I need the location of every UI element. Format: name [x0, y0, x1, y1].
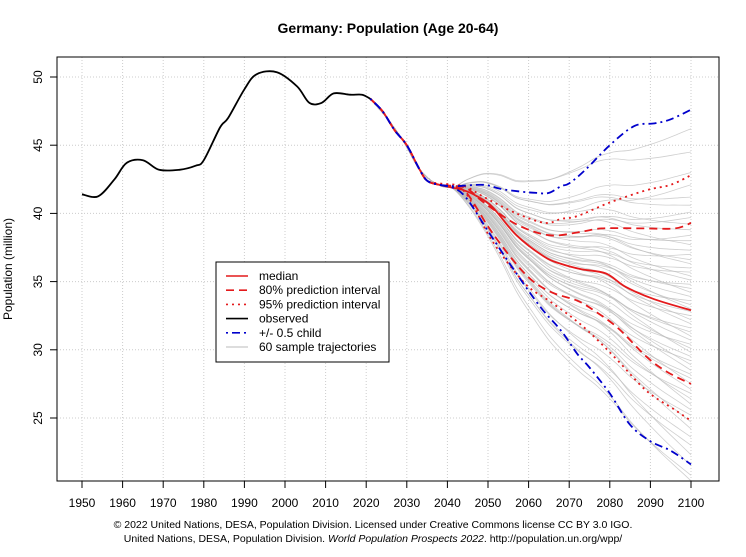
sample-trajectory-line	[369, 98, 692, 251]
legend-label: +/- 0.5 child	[259, 326, 321, 340]
footer-citation-suffix: . http://population.un.org/wpp/	[483, 533, 623, 545]
x-tick-label: 2020	[353, 496, 380, 510]
x-tick-label: 2000	[272, 496, 299, 510]
series-lines	[81, 70, 692, 466]
x-tick-label: 1960	[109, 496, 136, 510]
sample-trajectory-line	[369, 98, 692, 257]
y-tick-label: 40	[31, 206, 45, 220]
x-tick-label: 2100	[678, 496, 705, 510]
x-tick-label: 2040	[434, 496, 461, 510]
sample-trajectory-line	[369, 98, 692, 202]
sample-trajectory-line	[369, 98, 692, 281]
x-tick-label: 1990	[231, 496, 258, 510]
x-tick-label: 2070	[556, 496, 583, 510]
x-tick-label: 2050	[475, 496, 502, 510]
footer-citation: United Nations, DESA, Population Divisio…	[0, 532, 746, 546]
footer-citation-prefix: United Nations, DESA, Population Divisio…	[123, 533, 329, 545]
x-tick-label: 2060	[515, 496, 542, 510]
legend-label: 95% prediction interval	[259, 297, 380, 311]
y-tick-label: 35	[31, 275, 45, 289]
sample-trajectory-line	[369, 98, 692, 456]
plot-frame	[56, 56, 720, 482]
sample-trajectory-line	[369, 98, 692, 225]
x-tick-label: 1970	[150, 496, 177, 510]
legend-label: observed	[259, 312, 308, 326]
sample-trajectory-line	[369, 98, 692, 390]
sample-trajectory-line	[369, 98, 692, 481]
sample-trajectory-line	[369, 98, 692, 189]
x-tick-label: 2080	[596, 496, 623, 510]
sample-trajectory-line	[369, 98, 692, 189]
x-tick-label: 2030	[393, 496, 420, 510]
y-axis-label: Population (million)	[1, 218, 15, 320]
x-tick-label: 2090	[637, 496, 664, 510]
series-line-median	[369, 98, 692, 312]
y-tick-label: 25	[31, 411, 45, 425]
series-line-observed	[81, 70, 371, 199]
sample-trajectory-line	[369, 98, 692, 362]
sample-trajectory-line	[369, 98, 692, 225]
y-axis: 25 30 35 40 45 50	[31, 70, 57, 425]
sample-trajectory-line	[369, 98, 692, 277]
sample-trajectory-line	[369, 98, 692, 206]
y-tick-label: 45	[31, 138, 45, 152]
legend-label: 60 sample trajectories	[259, 340, 376, 354]
sample-trajectory-line	[369, 98, 692, 215]
y-tick-label: 30	[31, 343, 45, 357]
sample-trajectory-line	[369, 98, 692, 416]
x-axis: 1950 1960 1970 1980 1990 2000 2010 2020 2030 2040…	[69, 481, 705, 510]
sample-trajectory-line	[369, 98, 692, 226]
sample-trajectory-line	[369, 98, 692, 349]
legend-label: 80% prediction interval	[259, 283, 380, 297]
x-tick-label: 1950	[69, 496, 96, 510]
footer-copyright: © 2022 United Nations, DESA, Population …	[113, 519, 633, 531]
y-tick-label: 50	[31, 70, 45, 84]
chart-title: Germany: Population (Age 20-64)	[278, 20, 499, 36]
series-line--0-5-child-lower	[369, 98, 692, 466]
footer-citation-title: World Population Prospects 2022	[328, 533, 484, 545]
series-line-95-pi-upper	[369, 98, 692, 224]
x-tick-label: 1980	[190, 496, 217, 510]
legend-label: median	[259, 269, 298, 283]
series-line--0-5-child-upper	[369, 98, 692, 195]
series-line-95-pi-lower	[369, 98, 692, 422]
x-tick-label: 2010	[312, 496, 339, 510]
sample-trajectories	[369, 98, 692, 481]
sample-trajectory-line	[369, 98, 692, 321]
sample-trajectory-line	[369, 98, 692, 205]
legend-box	[215, 261, 390, 363]
